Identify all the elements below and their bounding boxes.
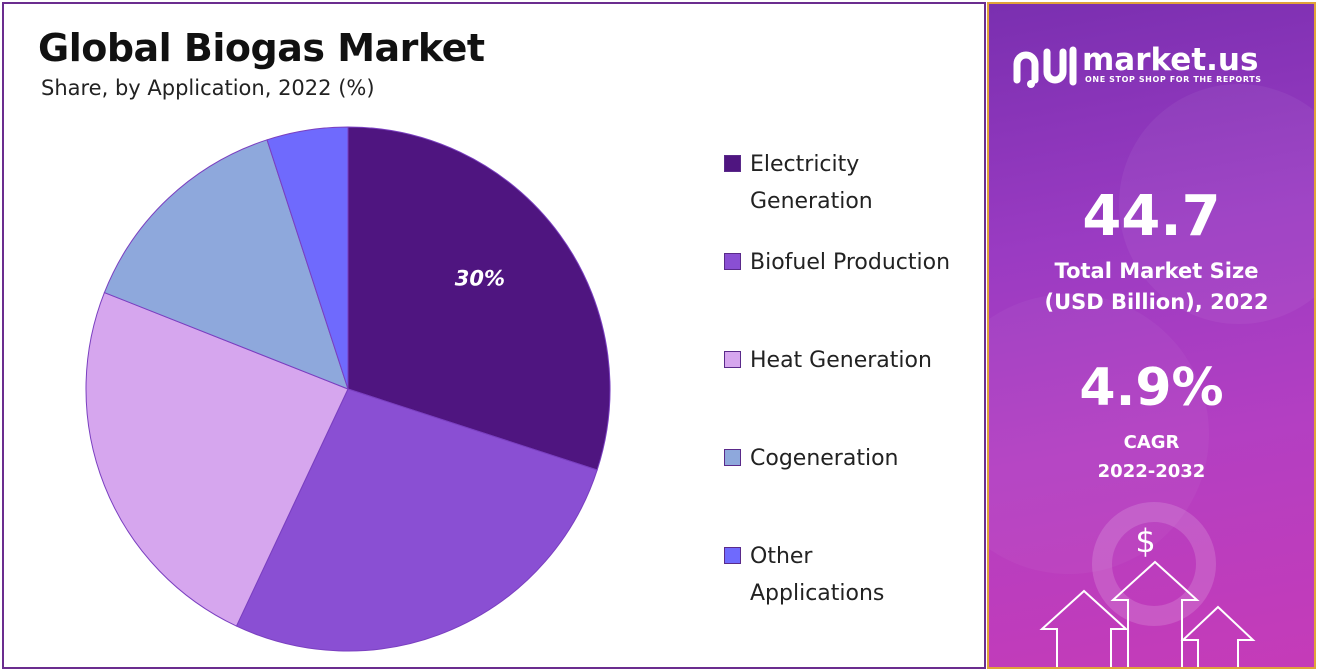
legend-item: Other Applications [724,538,900,612]
legend-label: Other Applications [750,544,885,606]
legend-item: Biofuel Production [724,244,982,281]
legend-label: Electricity Generation [750,152,873,214]
legend-item: Electricity Generation [724,146,900,220]
legend-swatch [724,253,741,270]
data-label: 30% [455,266,505,290]
legend-item: Cogeneration [724,440,982,477]
cagr-label-line2: 2022-2032 [1097,461,1206,482]
background-decoration [989,84,1314,667]
pie-slice-electricity-generation [347,126,611,471]
legend-swatch [724,547,741,564]
summary-panel: market.us ONE STOP SHOP FOR THE REPORTS … [987,2,1316,669]
pie-chart: 30% [85,126,611,652]
cagr-label-line1: CAGR [1123,432,1180,453]
pie-slice-heat-generation [85,291,349,627]
legend-swatch [724,155,741,172]
market-size-label-line1: Total Market Size [1054,259,1259,283]
market-size-label: Total Market Size (USD Billion), 2022 [989,256,1314,318]
cagr-value: 4.9% [1079,358,1224,418]
chart-subtitle: Share, by Application, 2022 (%) [41,76,375,100]
legend-swatch [724,449,741,466]
market-size-value: 44.7 [1082,184,1221,249]
chart-panel: Global Biogas Market Share, by Applicati… [2,2,986,669]
legend-item: Heat Generation [724,342,982,379]
legend-label: Cogeneration [750,446,899,471]
market-us-logo-icon [1013,46,1077,88]
pie-slice-other-applications [266,126,349,390]
legend-swatch [724,351,741,368]
market-size-label-line2: (USD Billion), 2022 [1044,290,1269,314]
brand-tagline: ONE STOP SHOP FOR THE REPORTS [1085,75,1262,84]
dollar-icon: $ [1135,522,1156,560]
pie-slice-biofuel-production [235,388,598,652]
legend-label: Biofuel Production [750,250,951,275]
cagr-label: CAGR 2022-2032 [989,428,1314,486]
arrow-up-icon [1039,560,1256,667]
brand-name: market.us [1082,42,1259,78]
legend-label: Heat Generation [750,348,932,373]
chart-title: Global Biogas Market [38,26,485,70]
